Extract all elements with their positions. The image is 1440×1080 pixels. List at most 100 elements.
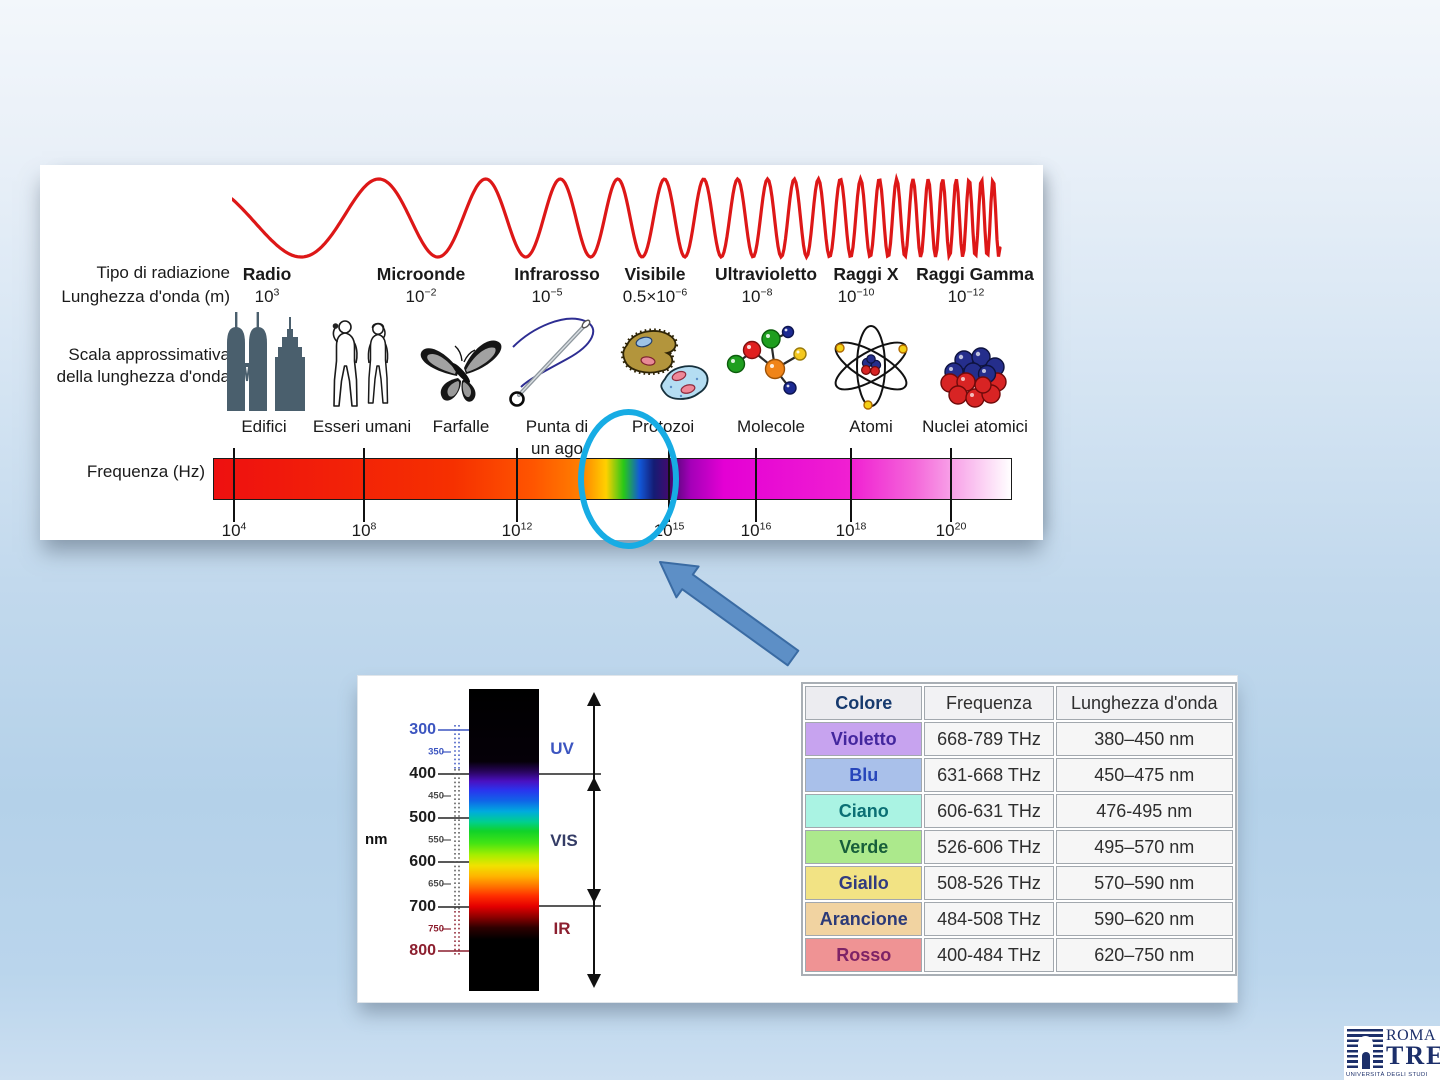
table-row-arancione: Arancione 484-508 THz 590–620 nm bbox=[805, 902, 1233, 936]
band-name-raggi-gamma: Raggi Gamma bbox=[916, 264, 1034, 284]
cell-wavelength: 380–450 nm bbox=[1055, 722, 1233, 756]
cell-frequency: 526-606 THz bbox=[924, 830, 1054, 864]
table-row-verde: Verde 526-606 THz 495–570 nm bbox=[805, 830, 1233, 864]
band-name-raggi-x: Raggi X bbox=[833, 264, 899, 284]
cell-color: Ciano bbox=[805, 794, 923, 828]
band-name-microonde: Microonde bbox=[376, 264, 466, 284]
frequency-tick bbox=[363, 448, 365, 522]
cell-frequency: 606-631 THz bbox=[924, 794, 1054, 828]
row-label-radiation-type: Tipo di radiazione bbox=[96, 263, 230, 282]
row-label-wavelength: Lunghezza d'onda (m) bbox=[61, 287, 230, 306]
logo-name-bottom: TRE bbox=[1386, 1041, 1440, 1070]
table-row-blu: Blu 631-668 THz 450–475 nm bbox=[805, 758, 1233, 792]
band-wavelength-radio: 103 bbox=[254, 286, 280, 306]
frequency-tick-label: 104 bbox=[221, 520, 247, 540]
frequency-tick-label: 1012 bbox=[501, 520, 533, 540]
color-frequency-table: Colore Frequenza Lunghezza d'onda Violet… bbox=[801, 682, 1237, 976]
band-name-visibile: Visibile bbox=[624, 264, 686, 284]
cell-frequency: 484-508 THz bbox=[924, 902, 1054, 936]
row-label-scale-line2: della lunghezza d'onda bbox=[56, 367, 230, 386]
header-colore: Colore bbox=[805, 686, 923, 720]
nm-label-700: 700 bbox=[409, 898, 436, 915]
molecule-icon bbox=[716, 305, 826, 411]
nm-label-600: 600 bbox=[409, 853, 436, 870]
cell-wavelength: 570–590 nm bbox=[1055, 866, 1233, 900]
table-row-ciano: Ciano 606-631 THz 476-495 nm bbox=[805, 794, 1233, 828]
logo-subtitle: UNIVERSITÀ DEGLI STUDI bbox=[1346, 1072, 1428, 1078]
nm-label-450: 450 bbox=[428, 790, 444, 802]
cell-wavelength: 450–475 nm bbox=[1055, 758, 1233, 792]
cell-frequency: 508-526 THz bbox=[924, 866, 1054, 900]
cell-color: Blu bbox=[805, 758, 923, 792]
cell-color: Rosso bbox=[805, 938, 923, 972]
scale-label-atomi: Atomi bbox=[849, 417, 893, 436]
nm-label-550: 550 bbox=[428, 834, 444, 846]
region-label-vis: VIS bbox=[550, 831, 578, 850]
cell-frequency: 400-484 THz bbox=[924, 938, 1054, 972]
frequency-tick bbox=[755, 448, 757, 522]
nm-label-400: 400 bbox=[409, 765, 436, 782]
buildings-icon bbox=[209, 305, 319, 411]
table-header-row: Colore Frequenza Lunghezza d'onda bbox=[805, 686, 1233, 720]
nucleus-icon bbox=[920, 305, 1030, 411]
frequency-tick bbox=[850, 448, 852, 522]
header-frequenza: Frequenza bbox=[924, 686, 1054, 720]
nm-unit-label: nm bbox=[365, 831, 388, 848]
scale-label-farfalle: Farfalle bbox=[432, 417, 490, 436]
cell-wavelength: 476-495 nm bbox=[1055, 794, 1233, 828]
header-lunghezza: Lunghezza d'onda bbox=[1055, 686, 1233, 720]
band-name-radio: Radio bbox=[242, 264, 292, 284]
band-wavelength-raggi-gamma: 10−12 bbox=[947, 286, 985, 306]
nm-label-650: 650 bbox=[428, 878, 444, 890]
frequency-tick-label: 1020 bbox=[935, 520, 967, 540]
row-label-frequency: Frequenza (Hz) bbox=[86, 462, 205, 481]
frequency-tick bbox=[950, 448, 952, 522]
nm-label-350: 350 bbox=[428, 746, 444, 758]
region-label-ir: IR bbox=[553, 919, 571, 938]
nm-axis-ticks bbox=[438, 725, 469, 957]
scale-label-edifici: Edifici bbox=[241, 417, 287, 436]
em-spectrum-panel: Tipo di radiazione Lunghezza d'onda (m) … bbox=[40, 165, 1043, 540]
region-range-arrows bbox=[539, 692, 601, 988]
needle-icon bbox=[502, 305, 612, 411]
band-name-ultravioletto: Ultravioletto bbox=[714, 264, 818, 284]
frequency-tick bbox=[516, 448, 518, 522]
cell-color: Arancione bbox=[805, 902, 923, 936]
cell-frequency: 631-668 THz bbox=[924, 758, 1054, 792]
nm-label-300: 300 bbox=[409, 721, 436, 738]
cell-wavelength: 620–750 nm bbox=[1055, 938, 1233, 972]
band-wavelength-raggi-x: 10−10 bbox=[837, 286, 875, 306]
cell-wavelength: 590–620 nm bbox=[1055, 902, 1233, 936]
butterfly-icon bbox=[406, 305, 516, 411]
visible-spectrum-panel: nm 300 400 500 600 700 800 350 450 550 6… bbox=[357, 675, 1238, 1003]
cell-color: Verde bbox=[805, 830, 923, 864]
frequency-tick-label: 1016 bbox=[740, 520, 772, 540]
protozoa-icon bbox=[608, 305, 718, 411]
nm-label-800: 800 bbox=[409, 942, 436, 959]
band-wavelength-infrarosso: 10−5 bbox=[531, 286, 563, 306]
region-label-uv: UV bbox=[550, 739, 574, 758]
atom-icon bbox=[816, 305, 926, 411]
em-wave-graphic bbox=[232, 172, 1002, 262]
band-name-infrarosso: Infrarosso bbox=[514, 264, 600, 284]
humans-icon bbox=[307, 305, 417, 411]
cell-wavelength: 495–570 nm bbox=[1055, 830, 1233, 864]
frequency-tick-label: 108 bbox=[351, 520, 377, 540]
roma-tre-logo: ROMA TRE UNIVERSITÀ DEGLI STUDI bbox=[1344, 1026, 1440, 1080]
scale-label-un-ago: un ago bbox=[531, 439, 583, 458]
cell-color: Giallo bbox=[805, 866, 923, 900]
nm-label-750: 750 bbox=[428, 923, 444, 935]
table-row-violetto: Violetto 668-789 THz 380–450 nm bbox=[805, 722, 1233, 756]
frequency-tick bbox=[233, 448, 235, 522]
scale-label-esseri-umani: Esseri umani bbox=[312, 417, 412, 436]
band-wavelength-microonde: 10−2 bbox=[405, 286, 437, 306]
table-row-rosso: Rosso 400-484 THz 620–750 nm bbox=[805, 938, 1233, 972]
table-row-giallo: Giallo 508-526 THz 570–590 nm bbox=[805, 866, 1233, 900]
visible-light-highlight-circle bbox=[578, 409, 679, 549]
band-wavelength-visibile: 0.5×10−6 bbox=[622, 286, 688, 306]
row-label-scale-line1: Scala approssimativa bbox=[68, 345, 230, 364]
band-wavelength-ultravioletto: 10−8 bbox=[741, 286, 773, 306]
nm-label-500: 500 bbox=[409, 809, 436, 826]
visible-spectrum-strip bbox=[469, 689, 539, 991]
